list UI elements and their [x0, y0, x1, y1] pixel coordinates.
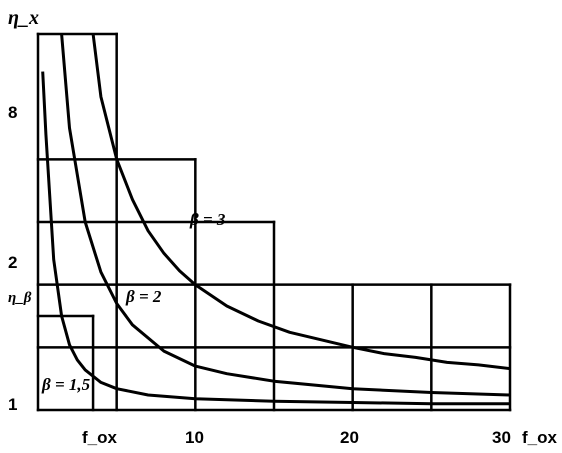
- x-axis-label: f_ox: [522, 428, 558, 447]
- series-label-beta-3: β = 3: [189, 210, 226, 229]
- f-ox-marker-label: f_ox: [82, 428, 118, 447]
- x-tick-label: 20: [340, 428, 359, 447]
- series-line-1: [60, 33, 511, 397]
- y-tick-label: 2: [8, 253, 17, 272]
- eta-beta-label: η_β: [8, 290, 32, 306]
- x-tick-label: 10: [185, 428, 204, 447]
- chart-curves: [41, 33, 511, 406]
- x-tick-label: 30: [492, 428, 511, 447]
- y-axis-label: η_x: [8, 7, 39, 29]
- series-label-beta-2: β = 2: [125, 287, 162, 306]
- chart-labels: η_x 8 2 η_β 1 10 20 30 f_ox f_ox β = 3 β…: [8, 7, 558, 447]
- y-tick-label: 8: [8, 103, 17, 122]
- series-label-beta-1-5: β = 1,5: [41, 375, 91, 394]
- y-tick-label: 1: [8, 395, 17, 414]
- series-line-0: [91, 33, 511, 371]
- series-line-2: [41, 71, 510, 406]
- chart-grid: [36, 32, 512, 412]
